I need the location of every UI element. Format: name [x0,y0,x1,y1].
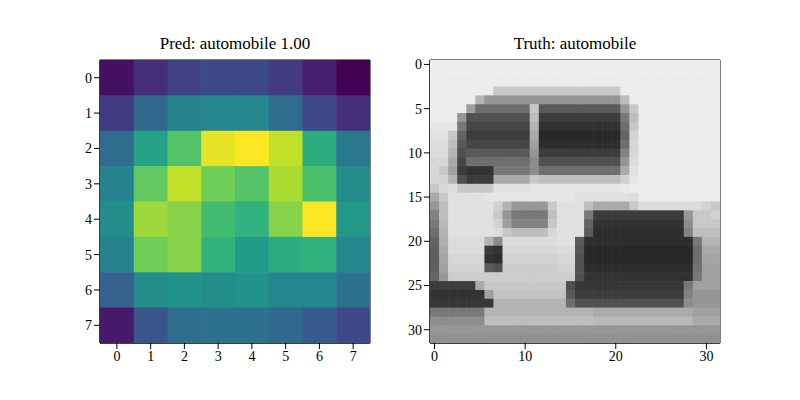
svg-text:5: 5 [415,102,422,117]
svg-text:6: 6 [85,283,92,298]
svg-text:1: 1 [147,349,154,364]
svg-text:20: 20 [408,234,422,249]
svg-text:2: 2 [181,349,188,364]
svg-text:3: 3 [85,177,92,192]
svg-text:0: 0 [113,349,120,364]
svg-text:5: 5 [282,349,289,364]
svg-text:4: 4 [248,349,255,364]
svg-text:6: 6 [316,349,323,364]
svg-text:20: 20 [609,349,623,364]
svg-text:10: 10 [408,146,422,161]
svg-text:1: 1 [85,106,92,121]
svg-text:30: 30 [408,323,422,338]
svg-text:25: 25 [408,278,422,293]
html-text:Pred: automobile 1.00: Pred: automobile 1.00 [159,34,311,53]
svg-text:0: 0 [85,71,92,86]
svg-text:7: 7 [85,318,92,333]
svg-text:5: 5 [85,248,92,263]
html-text:Truth: automobile: Truth: automobile [513,34,637,53]
svg-text:2: 2 [85,141,92,156]
svg-text:10: 10 [518,349,532,364]
svg-text:0: 0 [431,349,438,364]
svg-text:3: 3 [215,349,222,364]
svg-text:0: 0 [415,57,422,72]
svg-text:15: 15 [408,190,422,205]
svg-text:30: 30 [699,349,713,364]
svg-text:7: 7 [350,349,357,364]
svg-text:4: 4 [85,212,92,227]
